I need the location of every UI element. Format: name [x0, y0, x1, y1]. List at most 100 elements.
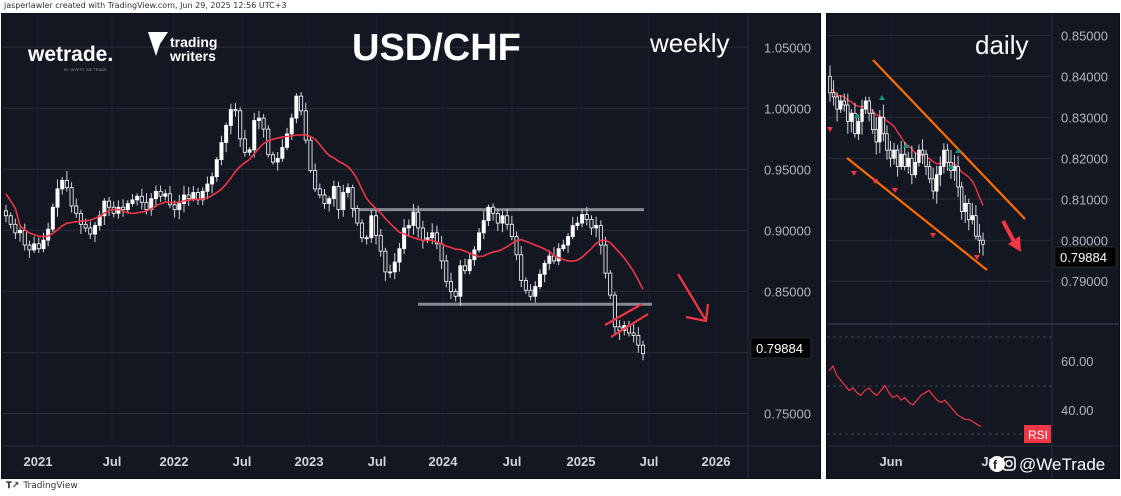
- weekly-candle: [247, 149, 252, 153]
- weekly-candle: [228, 109, 233, 126]
- weekly-candle: [598, 225, 603, 246]
- weekly-candle: [359, 222, 364, 239]
- weekly-candle: [74, 205, 79, 214]
- weekly-candle: [528, 289, 533, 297]
- weekly-candle: [327, 198, 332, 204]
- daily-candle: [863, 100, 868, 110]
- weekly-candle: [22, 229, 27, 246]
- weekly-x-tick-label: Jul: [368, 454, 387, 469]
- daily-x-tick-label: Jun: [879, 454, 902, 469]
- weekly-y-tick-label: 0.95000: [764, 162, 811, 177]
- weekly-candle: [383, 250, 388, 273]
- weekly-down-arrow: [677, 273, 710, 323]
- weekly-candle: [345, 187, 350, 193]
- weekly-candle: [55, 188, 60, 208]
- daily-candle: [942, 149, 946, 167]
- weekly-candle: [64, 179, 69, 189]
- daily-candle: [906, 157, 910, 167]
- weekly-candle: [139, 195, 144, 203]
- svg-text:trading: trading: [170, 34, 217, 50]
- sell-signal-marker: [974, 255, 980, 260]
- weekly-candle: [612, 294, 617, 328]
- weekly-chart[interactable]: 1.050001.000000.950000.900000.850000.800…: [2, 14, 820, 478]
- weekly-candle: [463, 265, 468, 272]
- weekly-candle: [41, 239, 46, 250]
- weekly-chart-panel[interactable]: 1.050001.000000.950000.900000.850000.800…: [1, 13, 821, 479]
- weekly-candle: [350, 187, 355, 209]
- daily-rsi-line: [828, 364, 982, 428]
- weekly-candle: [88, 227, 93, 235]
- svg-text:wetrade.: wetrade.: [27, 43, 113, 66]
- weekly-candles: [4, 92, 646, 361]
- weekly-candle: [636, 334, 641, 346]
- weekly-candle: [163, 193, 168, 197]
- daily-candle: [831, 92, 836, 98]
- svg-text:@WeTrade: @WeTrade: [1019, 455, 1105, 474]
- weekly-candle: [27, 244, 32, 251]
- daily-timeframe-label: daily: [975, 30, 1028, 60]
- weekly-x-tick-label: 2023: [295, 454, 324, 469]
- svg-text:40.00: 40.00: [1061, 403, 1094, 418]
- daily-y-tick-label: 0.83000: [1061, 110, 1108, 125]
- weekly-candle: [575, 222, 580, 226]
- daily-candle: [938, 166, 943, 176]
- buy-signal-marker: [903, 143, 909, 148]
- weekly-candle: [355, 208, 360, 224]
- daily-candle: [860, 108, 864, 122]
- weekly-candle: [289, 117, 294, 135]
- daily-signal-markers: [827, 95, 980, 260]
- weekly-price-axis: 1.050001.000000.950000.900000.850000.800…: [764, 40, 811, 421]
- daily-rsi-axis: 60.00 40.00: [1061, 354, 1094, 418]
- daily-candle: [910, 157, 914, 176]
- daily-candle: [974, 215, 978, 237]
- weekly-candle: [411, 211, 416, 226]
- svg-text:writers: writers: [169, 48, 216, 64]
- weekly-candle: [505, 215, 510, 225]
- daily-candle: [888, 149, 893, 159]
- daily-candle: [842, 100, 846, 106]
- facebook-icon: [989, 456, 1005, 472]
- daily-candle: [878, 116, 882, 143]
- daily-candle: [913, 162, 918, 176]
- weekly-candle: [210, 176, 215, 185]
- weekly-candle: [130, 199, 135, 204]
- weekly-candle: [13, 223, 18, 234]
- weekly-candle: [500, 215, 505, 224]
- weekly-candle: [374, 215, 379, 236]
- weekly-candle: [458, 265, 463, 297]
- weekly-candle: [378, 234, 383, 252]
- daily-candle: [853, 112, 857, 135]
- weekly-candle: [533, 286, 538, 297]
- buy-signal-marker: [879, 95, 885, 100]
- weekly-candle: [102, 200, 107, 217]
- weekly-candle: [219, 142, 224, 161]
- weekly-candle: [4, 210, 9, 217]
- sell-signal-marker: [892, 188, 898, 193]
- weekly-candle: [566, 236, 571, 246]
- weekly-candle: [158, 190, 163, 197]
- daily-y-tick-label: 0.85000: [1061, 28, 1108, 43]
- weekly-candle: [402, 227, 407, 250]
- daily-candle: [828, 75, 832, 94]
- weekly-candle: [444, 260, 449, 283]
- svg-text:BY INVEST WE TRADE: BY INVEST WE TRADE: [64, 67, 107, 72]
- weekly-candle: [603, 244, 608, 274]
- weekly-x-tick-label: Jul: [503, 454, 522, 469]
- weekly-candle: [191, 192, 196, 200]
- weekly-candle: [547, 255, 552, 264]
- weekly-y-tick-label: 1.00000: [764, 101, 811, 116]
- weekly-candle: [285, 133, 290, 148]
- daily-y-tick-label: 0.84000: [1061, 69, 1108, 84]
- weekly-candle: [519, 254, 524, 281]
- weekly-candle: [580, 214, 585, 224]
- daily-chart-panel[interactable]: 0.85000 0.84000 0.83000 0.82000 0.81000 0.800…: [826, 13, 1120, 479]
- daily-chart[interactable]: 0.85000 0.84000 0.83000 0.82000 0.81000 0.800…: [827, 14, 1119, 478]
- weekly-candle: [594, 225, 599, 229]
- daily-candle: [981, 239, 985, 245]
- header-credit: jasperlawler created with TradingView.co…: [4, 1, 287, 10]
- weekly-candle: [8, 215, 13, 225]
- sell-signal-marker: [827, 127, 833, 132]
- daily-y-tick-label: 0.80000: [1061, 233, 1108, 248]
- weekly-candle: [406, 225, 411, 229]
- weekly-candle: [331, 186, 336, 200]
